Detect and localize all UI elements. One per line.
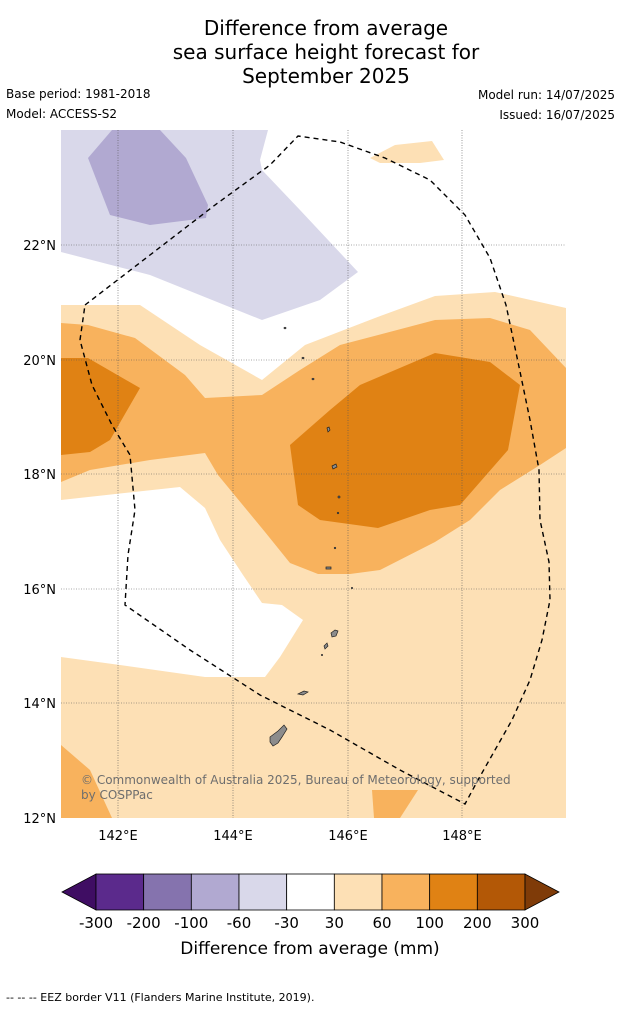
gridlines bbox=[61, 130, 566, 818]
lat-tick-16: 16°N bbox=[23, 583, 56, 598]
colorbar-tick-label: 30 bbox=[325, 914, 344, 932]
title-line-1: Difference from average bbox=[203, 16, 449, 40]
colorbar-swatch bbox=[476, 873, 526, 911]
lat-tick-12: 12°N bbox=[23, 812, 56, 827]
colorbar-tick-label: 200 bbox=[463, 914, 492, 932]
island bbox=[301, 356, 305, 360]
lat-tick-14: 14°N bbox=[23, 697, 56, 712]
colorbar-tick-label: -100 bbox=[174, 914, 208, 932]
colorbar-title: Difference from average (mm) bbox=[180, 939, 439, 959]
title-line-2: sea surface height forecast for bbox=[172, 40, 480, 64]
colorbar-swatch bbox=[190, 873, 240, 911]
island bbox=[325, 566, 332, 570]
colorbar-tick-label: 60 bbox=[372, 914, 391, 932]
base-period-label: Base period: 1981-2018 bbox=[6, 87, 151, 101]
island bbox=[333, 546, 337, 550]
island bbox=[350, 586, 354, 590]
colorbar-tick-label: -200 bbox=[127, 914, 161, 932]
credit-line-1: © Commonwealth of Australia 2025, Bureau… bbox=[81, 773, 511, 787]
model-label: Model: ACCESS-S2 bbox=[6, 107, 118, 121]
colorbar-swatch bbox=[429, 873, 478, 911]
eez-border bbox=[79, 135, 551, 805]
map-area: © Commonwealth of Australia 2025, Bureau… bbox=[61, 130, 566, 818]
island bbox=[311, 377, 315, 381]
longitude-ticks: 142°E 144°E 146°E 148°E bbox=[98, 829, 482, 844]
contour-band-60-to-100-south-2 bbox=[372, 790, 418, 818]
colorbar-extend-high bbox=[524, 873, 560, 911]
colorbar-swatch bbox=[143, 873, 192, 911]
island bbox=[320, 653, 324, 657]
colorbar-swatch bbox=[95, 873, 145, 911]
colorbar-tick-label: -30 bbox=[274, 914, 299, 932]
island bbox=[296, 690, 309, 696]
lat-tick-18: 18°N bbox=[23, 468, 56, 483]
lon-tick-146: 146°E bbox=[328, 829, 368, 844]
credit-line-2: by COSPPac bbox=[81, 788, 153, 802]
colorbar-swatch bbox=[286, 873, 335, 911]
lon-tick-144: 144°E bbox=[213, 829, 253, 844]
island bbox=[283, 326, 287, 330]
island bbox=[326, 426, 331, 433]
island bbox=[331, 463, 338, 470]
colorbar-tick-label: -60 bbox=[227, 914, 252, 932]
island bbox=[323, 642, 329, 650]
latitude-ticks: 22°N 20°N 18°N 16°N 14°N 12°N bbox=[23, 239, 56, 827]
island bbox=[336, 511, 340, 515]
map-title: Difference from average sea surface heig… bbox=[0, 16, 621, 88]
colorbar-swatch bbox=[381, 873, 431, 911]
island bbox=[330, 629, 339, 638]
colorbar-tick-label: 300 bbox=[511, 914, 540, 932]
colorbar-tick-label: 100 bbox=[415, 914, 444, 932]
colorbar: -300 -200 -100 -60 -30 30 60 100 200 300 bbox=[61, 873, 560, 932]
contour-band-30-to-60-north bbox=[370, 141, 444, 163]
lon-tick-142: 142°E bbox=[98, 829, 138, 844]
lon-tick-148: 148°E bbox=[442, 829, 482, 844]
island bbox=[337, 495, 341, 499]
issued-label: Issued: 16/07/2025 bbox=[499, 108, 615, 122]
contour-band-100-to-200 bbox=[61, 358, 140, 455]
colorbar-swatch bbox=[333, 873, 383, 911]
island-guam bbox=[269, 724, 288, 747]
lat-tick-20: 20°N bbox=[23, 354, 56, 369]
islands bbox=[269, 326, 354, 747]
colorbar-swatch bbox=[238, 873, 288, 911]
lat-tick-22: 22°N bbox=[23, 239, 56, 254]
contour-band-100-to-200-center bbox=[290, 353, 520, 528]
eez-legend-note: -- -- -- EEZ border V11 (Flanders Marine… bbox=[6, 991, 315, 1004]
contour-band-minus-100-to-minus-60 bbox=[88, 130, 208, 225]
title-line-3: September 2025 bbox=[242, 64, 410, 88]
model-run-label: Model run: 14/07/2025 bbox=[477, 88, 615, 102]
colorbar-extend-low bbox=[61, 873, 97, 911]
contour-band-60-to-100-south bbox=[61, 745, 112, 818]
colorbar-tick-label: -300 bbox=[79, 914, 113, 932]
